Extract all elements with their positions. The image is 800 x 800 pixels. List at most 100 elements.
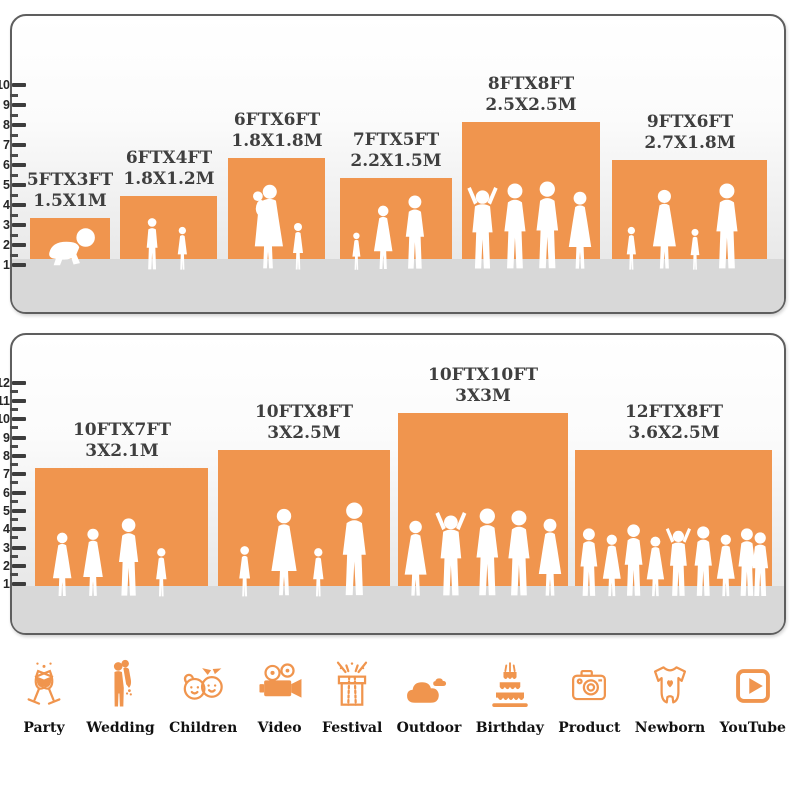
clouds-icon (407, 678, 447, 703)
category-label: Party (23, 720, 65, 736)
minor-tick (10, 94, 18, 97)
family-of-four-silhouettes (239, 502, 366, 597)
backdrop-bar-10x10 (398, 413, 568, 596)
four-people-silhouettes (52, 518, 167, 597)
major-tick (12, 83, 26, 87)
family-of-four-silhouettes (626, 183, 738, 270)
major-tick (12, 381, 26, 385)
bar-size-label: 10FTX8FT 3X2.5M (255, 402, 353, 444)
size-ft: 6FTX6FT (233, 110, 321, 130)
baseline-strip (12, 259, 784, 312)
category-outdoor: Outdoor (397, 658, 461, 736)
bar-size-label: 10FTX7FT 3X2.1M (73, 420, 171, 462)
major-tick (12, 263, 26, 267)
major-tick (12, 564, 26, 568)
axis-tick-label: 10 (0, 78, 10, 92)
group-of-nine-silhouettes (580, 524, 769, 597)
axis-tick-label: 7 (3, 138, 10, 152)
category-label: Birthday (475, 720, 544, 736)
category-label: Wedding (86, 720, 155, 736)
bar-size-label: 12FTX8FT 3.6X2.5M (625, 402, 723, 444)
minor-tick (10, 518, 18, 521)
bar-size-label: 8FTX8FT 2.5X2.5M (485, 74, 576, 116)
size-m: 3X3M (455, 386, 511, 406)
major-tick (12, 436, 26, 440)
minor-tick (10, 481, 18, 484)
gift-box-icon (337, 661, 368, 706)
size-ft: 6FTX4FT (125, 148, 213, 168)
play-button-icon (735, 669, 770, 703)
size-m: 2.2X1.5M (350, 151, 442, 171)
category-label: Newborn (634, 720, 706, 736)
axis-tick-label: 5 (3, 504, 10, 518)
minor-tick (10, 536, 18, 539)
axis-tick-label: 9 (3, 98, 10, 112)
crawling-baby-silhouette (49, 228, 95, 266)
minor-tick (10, 134, 18, 137)
major-tick (12, 183, 26, 187)
major-tick (12, 163, 26, 167)
size-ft: 8FTX8FT (487, 74, 575, 94)
axis-tick-label: 7 (3, 467, 10, 481)
baby-onesie-icon (653, 666, 687, 704)
photo-camera-icon (572, 669, 607, 701)
axis-tick-label: 3 (3, 541, 10, 555)
size-ft: 10FTX8FT (254, 402, 354, 422)
major-tick (12, 203, 26, 207)
category-product: Product (558, 658, 620, 736)
size-ft: 5FTX3FT (26, 170, 114, 190)
backdrop-bar-10x8 (218, 450, 390, 597)
size-ft: 10FTX10FT (428, 365, 538, 385)
minor-tick (10, 254, 18, 257)
minor-tick (10, 408, 18, 411)
party-glasses-icon (27, 662, 61, 705)
five-adults-silhouettes (404, 508, 562, 596)
bar-size-label: 6FTX4FT 1.8X1.2M (123, 148, 214, 190)
baseline-strip (12, 586, 784, 633)
axis-tick-label: 1 (3, 577, 10, 591)
minor-tick (10, 573, 18, 576)
size-m: 1.8X1.2M (123, 169, 215, 189)
backdrop-bar-6x4 (120, 196, 217, 270)
minor-tick (10, 555, 18, 558)
major-tick (12, 454, 26, 458)
minor-tick (10, 426, 18, 429)
minor-tick (10, 390, 18, 393)
category-children: Children (169, 658, 237, 736)
axis-tick-label: 12 (0, 376, 10, 390)
backdrop-bar-10x7 (35, 468, 208, 597)
category-party: Party (16, 658, 72, 736)
major-tick (12, 546, 26, 550)
major-tick (12, 472, 26, 476)
backdrop-bar-8x8 (462, 122, 600, 269)
major-tick (12, 103, 26, 107)
minor-tick (10, 500, 18, 503)
size-ft: 9FTX6FT (646, 112, 734, 132)
major-tick (12, 143, 26, 147)
backdrop-bar-6x6 (228, 158, 325, 270)
axis-tick-label: 10 (0, 412, 10, 426)
axis-tick-label: 6 (3, 486, 10, 500)
axis-tick-label: 2 (3, 559, 10, 573)
axis-tick-label: 4 (3, 198, 10, 212)
axis-tick-label: 9 (3, 431, 10, 445)
major-tick (12, 417, 26, 421)
category-row: Party Wedding (16, 658, 786, 736)
size-m: 3X2.1M (85, 441, 159, 461)
axis-tick-label: 2 (3, 238, 10, 252)
four-adults-silhouettes (467, 181, 592, 269)
two-children-silhouettes (146, 218, 187, 270)
bar-size-label: 10FTX10FT 3X3M (428, 365, 538, 407)
bar-size-label: 7FTX5FT 2.2X1.5M (350, 130, 441, 172)
minor-tick (10, 154, 18, 157)
backdrop-bar-9x6 (612, 160, 767, 270)
major-tick (12, 399, 26, 403)
axis-tick-label: 11 (0, 394, 10, 408)
size-panel-top: 5FTX3FT 1.5X1M 6FTX4FT 1.8X1.2M 6FTX6FT … (10, 14, 786, 314)
minor-tick (10, 114, 18, 117)
size-ft: 7FTX5FT (352, 130, 440, 150)
category-label: YouTube (719, 720, 786, 736)
major-tick (12, 491, 26, 495)
major-tick (12, 582, 26, 586)
size-m: 3X2.5M (267, 423, 341, 443)
